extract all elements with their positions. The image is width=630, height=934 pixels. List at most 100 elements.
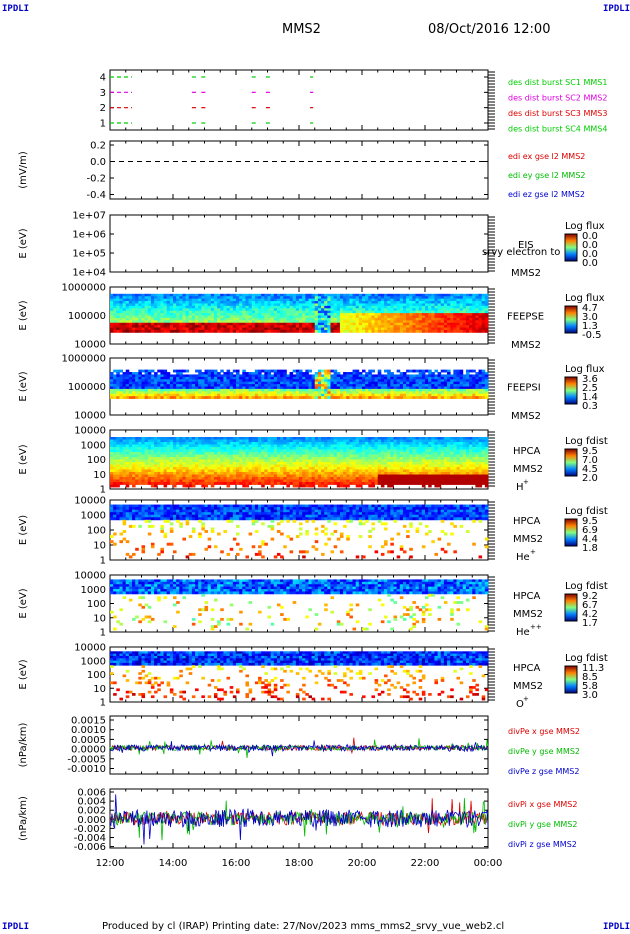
spectrogram-cell	[324, 301, 328, 304]
spectrogram-cell	[280, 325, 284, 328]
spectrogram-cell	[242, 320, 246, 324]
spectrogram-cell	[302, 464, 306, 468]
spectrogram-cell	[210, 303, 215, 307]
spectrogram-cell	[239, 391, 243, 395]
spectrogram-cell	[119, 452, 123, 455]
spectrogram-cell	[393, 317, 398, 321]
spectrogram-cell	[119, 449, 123, 453]
spectrogram-cell	[242, 484, 246, 488]
spectrogram-cell	[239, 393, 243, 397]
spectrogram-cell	[434, 391, 438, 395]
spectrogram-cell	[380, 393, 385, 397]
spectrogram-cell	[314, 388, 319, 392]
spectrogram-cell	[132, 393, 136, 397]
spectrogram-cell	[459, 374, 464, 378]
spectrogram-cell	[163, 447, 168, 450]
spectrogram-cell	[302, 467, 306, 470]
spectrogram-cell	[236, 310, 240, 314]
spectrogram-cell	[428, 296, 432, 300]
spectrogram-cell	[147, 447, 152, 450]
spectrogram-cell	[110, 452, 114, 455]
spectrogram-cell	[125, 386, 130, 390]
spectrogram-cell	[273, 447, 278, 450]
spectrogram-cell	[339, 303, 344, 307]
spectrogram-cell	[478, 369, 483, 373]
spectrogram-cell	[425, 298, 429, 302]
spectrogram-cell	[116, 442, 120, 445]
spectrogram-cell	[258, 447, 262, 450]
spectrogram-cell	[217, 449, 221, 453]
spectrogram-cell	[163, 303, 168, 307]
spectrogram-cell	[390, 388, 394, 392]
spectrogram-cell	[226, 315, 231, 319]
spectrogram-cell	[362, 303, 366, 307]
spectrogram-cell	[305, 467, 309, 470]
spectrogram-cell	[207, 454, 212, 458]
spectrogram-cell	[396, 393, 401, 397]
spectrogram-cell	[251, 464, 256, 468]
spectrogram-cell	[428, 374, 432, 378]
spectrogram-cell	[330, 396, 335, 399]
spectrogram-cell	[210, 452, 215, 455]
spectrogram-cell	[229, 391, 234, 395]
spectrogram-cell	[330, 374, 335, 378]
spectrogram-cell	[270, 391, 275, 395]
spectrogram-cell	[163, 386, 168, 390]
spectrogram-cell	[198, 296, 202, 300]
spectrogram-cell	[138, 305, 142, 309]
spectrogram-cell	[166, 482, 171, 485]
spectrogram-cell	[258, 315, 262, 319]
spectrogram-cell	[191, 329, 196, 333]
spectrogram-cell	[390, 329, 394, 333]
spectrogram-cell	[339, 379, 344, 383]
spectrogram-cell	[119, 454, 123, 458]
spectrogram-cell	[336, 320, 341, 324]
spectrogram-cell	[176, 447, 180, 450]
spectrogram-cell	[236, 388, 240, 392]
spectrogram-cell	[406, 384, 410, 387]
spectrogram-cell	[236, 396, 240, 399]
spectrogram-cell	[213, 464, 218, 468]
spectrogram-cell	[185, 301, 190, 304]
spectrogram-cell	[440, 320, 445, 324]
spectrogram-cell	[456, 384, 461, 387]
spectrogram-cell	[166, 372, 171, 375]
spectrogram-cell	[188, 293, 193, 297]
spectrogram-cell	[434, 296, 438, 300]
spectrogram-cell	[462, 303, 467, 307]
spectrogram-cell	[355, 396, 360, 399]
spectrogram-cell	[204, 459, 209, 463]
spectrogram-cell	[374, 329, 379, 333]
spectrogram-cell	[207, 444, 212, 448]
spectrogram-cell	[198, 469, 202, 473]
spectrogram-cell	[286, 442, 290, 445]
spectrogram-cell	[210, 393, 215, 397]
spectrogram-cell	[343, 310, 347, 314]
spectrogram-cell	[346, 384, 350, 387]
spectrogram-cell	[428, 320, 432, 324]
spectrogram-cell	[113, 301, 117, 304]
spectrogram-cell	[289, 444, 294, 448]
spectrogram-cell	[154, 386, 158, 390]
spectrogram-cell	[481, 305, 486, 309]
spectrogram-cell	[125, 393, 130, 397]
spectrogram-cell	[289, 322, 294, 326]
spectrogram-cell	[154, 457, 158, 460]
spectrogram-cell	[327, 393, 331, 397]
spectrogram-cell	[169, 381, 174, 385]
spectrogram-cell	[132, 462, 136, 465]
spectrogram-cell	[141, 293, 146, 297]
spectrogram-cell	[418, 391, 423, 395]
spectrogram-cell	[128, 376, 133, 380]
spectrogram-cell	[415, 379, 420, 383]
spectrogram-cell	[472, 315, 476, 319]
y-tick-label: 0.2	[90, 141, 106, 152]
spectrogram-cell	[242, 472, 246, 475]
spectrogram-cell	[380, 315, 385, 319]
spectrogram-cell	[110, 442, 114, 445]
spectrogram-cell	[280, 308, 284, 312]
spectrogram-cell	[195, 474, 199, 478]
spectrogram-cell	[374, 315, 379, 319]
spectrogram-cell	[469, 376, 473, 380]
spectrogram-cell	[311, 329, 316, 333]
